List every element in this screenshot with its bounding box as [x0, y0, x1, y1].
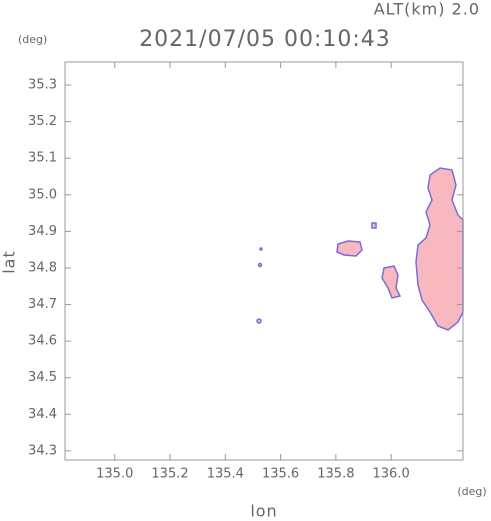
chart-title: 2021/07/05 00:10:43 [139, 27, 391, 52]
y-tick-label: 34.9 [28, 224, 57, 239]
altitude: ALT(km) 2.0 [374, 0, 480, 19]
x-tick-label: 135.0 [96, 467, 133, 482]
y-tick-label: 35.2 [28, 114, 57, 129]
y-tick-label: 34.3 [28, 443, 57, 458]
y-tick-label: 34.4 [28, 407, 57, 422]
y-axis-label: lat [0, 250, 19, 274]
x-tick-label: 135.2 [151, 467, 188, 482]
x-unit: (deg) [457, 485, 486, 498]
x-tick-label: 135.4 [207, 467, 244, 482]
echo-area [256, 167, 464, 331]
x-tick-label: 135.6 [262, 467, 299, 482]
x-tick-label: 135.8 [317, 467, 354, 482]
y-tick-label: 34.8 [28, 260, 57, 275]
y-tick-label: 35.1 [28, 151, 57, 166]
y-tick-label: 34.6 [28, 334, 57, 349]
y-tick-label: 35.0 [28, 187, 57, 202]
y-tick-label: 34.5 [28, 370, 57, 385]
x-tick-label: 136.0 [373, 467, 410, 482]
y-tick-label: 34.7 [28, 297, 57, 312]
x-axis-label: lon [250, 502, 277, 521]
y-unit: (deg) [18, 33, 47, 46]
y-tick-label: 35.3 [28, 78, 57, 93]
plot-frame [64, 61, 464, 461]
